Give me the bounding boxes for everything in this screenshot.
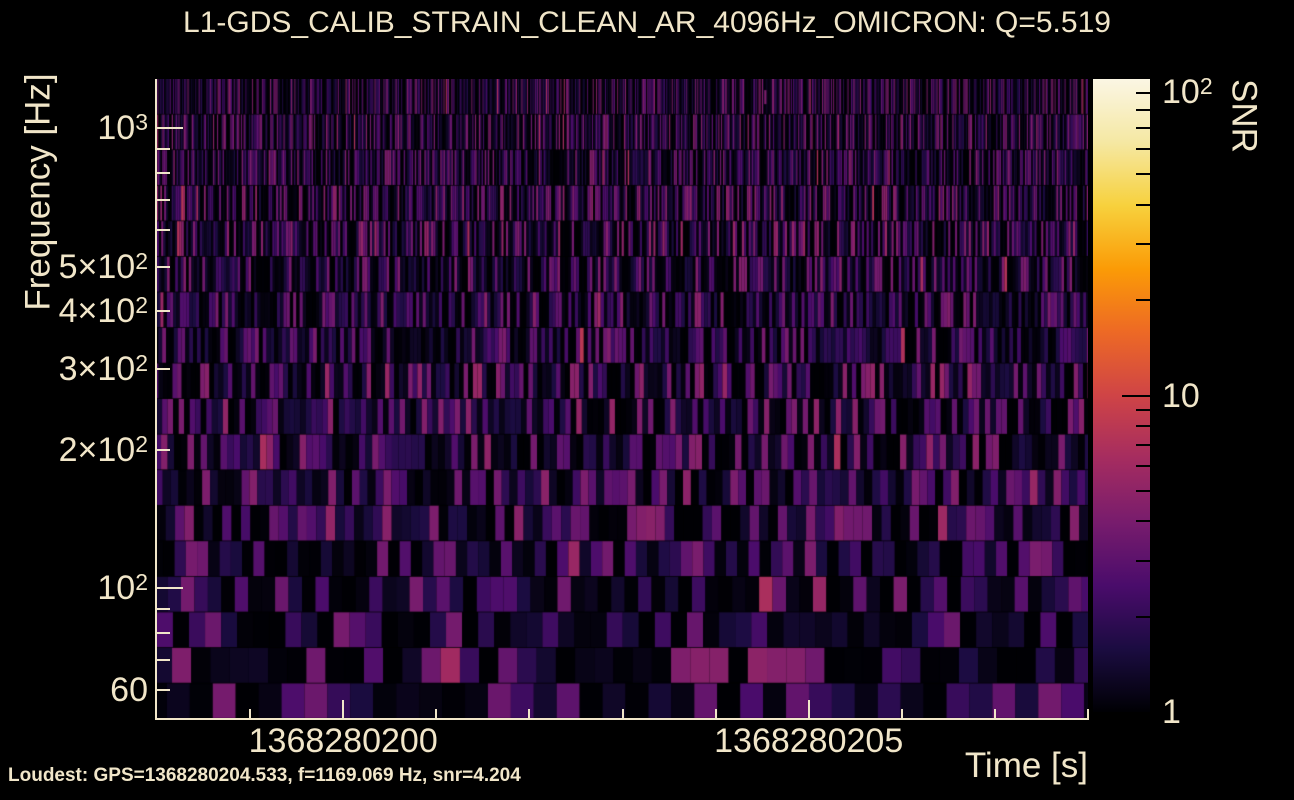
y-major-tick [157, 587, 183, 590]
colorbar-minor-tick [1136, 464, 1150, 467]
y-tick-label: 103 [97, 109, 148, 148]
x-minor-tick [249, 709, 252, 718]
colorbar-title: SNR [1224, 79, 1264, 153]
plot-title: L1-GDS_CALIB_STRAIN_CLEAN_AR_4096Hz_OMIC… [183, 6, 1111, 39]
colorbar-minor-tick [1136, 443, 1150, 446]
x-minor-tick [1087, 709, 1089, 718]
colorbar-minor-tick [1136, 520, 1150, 523]
y-minor-tick [157, 608, 170, 611]
colorbar-minor-tick [1136, 127, 1150, 130]
y-minor-tick [157, 689, 170, 692]
x-minor-tick [621, 709, 624, 718]
y-minor-tick [157, 448, 170, 451]
y-minor-tick [157, 198, 170, 201]
y-tick-label: 102 [97, 569, 148, 608]
x-minor-tick [435, 709, 438, 718]
colorbar-minor-tick [1136, 299, 1150, 302]
colorbar-minor-tick [1136, 92, 1150, 95]
colorbar-minor-tick [1136, 173, 1150, 176]
colorbar-tick-label: 102 [1162, 73, 1213, 111]
y-tick-label: 2×102 [58, 430, 148, 469]
colorbar-minor-tick [1136, 408, 1150, 411]
x-major-tick [342, 700, 345, 718]
y-minor-tick [157, 310, 170, 313]
colorbar-minor-tick [1136, 615, 1150, 618]
colorbar-major-tick [1122, 394, 1150, 397]
x-tick-label: 1368280200 [248, 722, 438, 760]
x-axis-title: Time [s] [964, 746, 1088, 785]
y-axis-line [155, 79, 157, 720]
y-tick-label: 5×102 [58, 247, 148, 286]
x-minor-tick [528, 709, 531, 718]
y-major-tick [157, 127, 183, 130]
y-minor-tick [157, 631, 170, 634]
spectrogram-canvas [157, 79, 1088, 719]
colorbar-minor-tick [1136, 559, 1150, 562]
y-minor-tick [157, 367, 170, 370]
colorbar-tick-label: 10 [1162, 376, 1200, 415]
y-minor-tick [157, 229, 170, 232]
y-minor-tick [157, 658, 170, 661]
loudest-trigger-text: Loudest: GPS=1368280204.533, f=1169.069 … [8, 765, 521, 786]
y-minor-tick [157, 171, 170, 174]
colorbar-minor-tick [1136, 243, 1150, 246]
colorbar-tick-label: 1 [1162, 693, 1181, 731]
y-minor-tick [157, 265, 170, 268]
x-minor-tick [993, 709, 996, 718]
y-tick-label: 60 [110, 671, 148, 710]
y-minor-tick [157, 148, 170, 151]
colorbar-minor-tick [1136, 148, 1150, 151]
x-axis-line [155, 718, 1089, 720]
colorbar-minor-tick [1136, 425, 1150, 428]
x-major-tick [807, 700, 810, 718]
colorbar-minor-tick [1136, 489, 1150, 492]
colorbar-minor-tick [1136, 108, 1150, 111]
x-tick-label: 1368280205 [714, 722, 904, 760]
x-minor-tick [714, 709, 717, 718]
y-tick-label: 3×102 [58, 349, 148, 388]
colorbar-minor-tick [1136, 203, 1150, 206]
y-tick-label: 4×102 [58, 292, 148, 331]
x-minor-tick [900, 709, 903, 718]
